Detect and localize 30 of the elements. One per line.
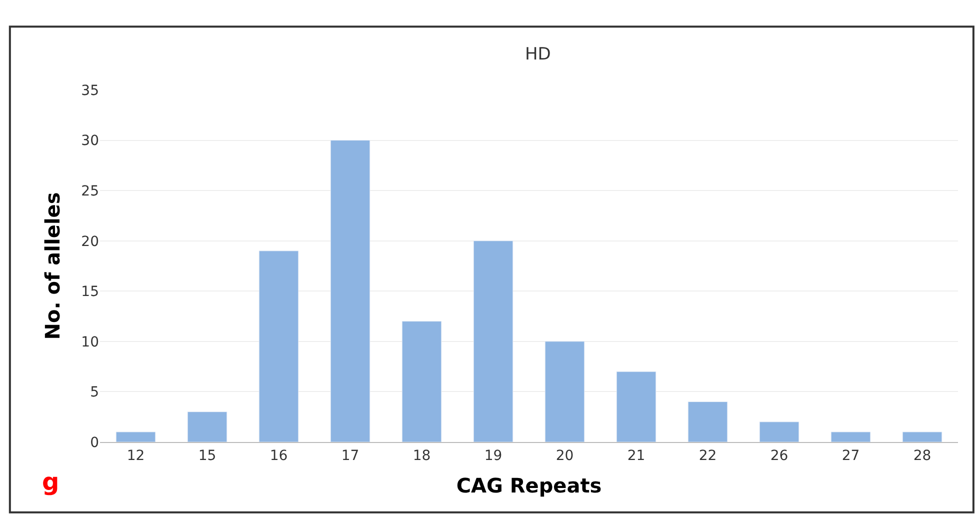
x-tick-label: 27: [842, 448, 860, 464]
bar: [116, 432, 156, 442]
y-tick-label: 35: [81, 82, 99, 99]
bar: [187, 412, 228, 442]
x-tick-label: 28: [913, 448, 932, 464]
x-tick-label: 20: [556, 448, 574, 464]
y-tick-label: 0: [90, 434, 99, 451]
bar: [902, 432, 942, 442]
bar: [688, 402, 728, 442]
x-tick-label: 12: [126, 448, 145, 464]
y-tick-label: 5: [90, 384, 99, 401]
x-axis-title: CAG Repeats: [456, 473, 602, 498]
x-tick-label: 26: [770, 448, 788, 464]
chart-title: HD: [524, 44, 551, 64]
y-tick-label: 25: [81, 183, 99, 200]
x-tick-label: 19: [484, 448, 502, 464]
x-tick-label: 22: [698, 448, 717, 464]
x-tick-label: 18: [412, 448, 431, 464]
x-tick-label: 16: [270, 448, 288, 464]
x-tick-label: 17: [341, 448, 360, 464]
y-tick-label: 10: [81, 334, 99, 350]
bar: [759, 422, 800, 442]
y-axis-title: No. of alleles: [40, 192, 65, 340]
y-tick-label: 20: [81, 234, 99, 250]
y-tick-label: 15: [81, 284, 99, 300]
bar: [830, 432, 871, 442]
x-tick-label: 15: [198, 448, 216, 464]
y-tick-label: 30: [81, 133, 99, 150]
x-tick-label: 21: [627, 448, 646, 464]
text: g: [42, 468, 60, 496]
